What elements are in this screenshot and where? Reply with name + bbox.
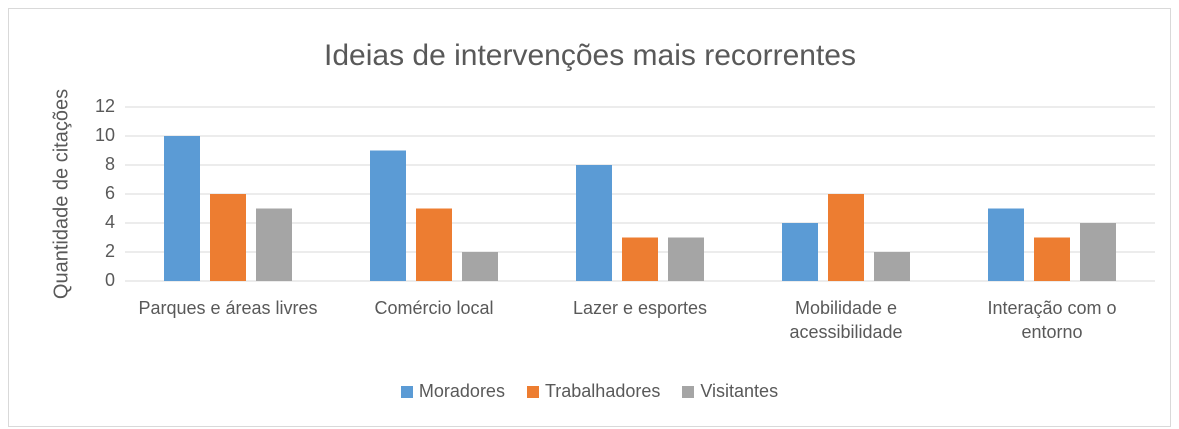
chart-title: Ideias de intervenções mais recorrentes <box>324 39 856 72</box>
bar <box>164 136 200 281</box>
bar <box>256 208 292 281</box>
y-tick-label: 8 <box>105 154 115 174</box>
legend-item: Trabalhadores <box>526 381 661 402</box>
bar <box>622 237 658 281</box>
bar <box>668 237 704 281</box>
bar <box>416 208 452 281</box>
bar <box>576 165 612 281</box>
bar <box>874 252 910 281</box>
bar <box>370 150 406 281</box>
legend-swatch <box>400 385 413 398</box>
y-tick-label: 12 <box>95 96 115 116</box>
legend-item: Visitantes <box>682 381 778 402</box>
bar <box>1034 237 1070 281</box>
bar <box>988 208 1024 281</box>
y-tick-label: 10 <box>95 125 115 145</box>
x-tick-label: Lazer e esportes <box>572 298 708 318</box>
x-tick-label: Comércio local <box>374 298 494 318</box>
legend-swatch <box>526 385 539 398</box>
legend-label: Moradores <box>418 381 505 401</box>
y-tick-label: 6 <box>105 183 115 203</box>
bar <box>782 223 818 281</box>
x-tick-label: Mobilidade e acessibilidade <box>789 298 903 342</box>
x-tick-label: Interação com o entorno <box>987 298 1117 342</box>
legend-swatch <box>682 385 695 398</box>
y-axis-label: Quantidade de citações <box>50 89 72 299</box>
legend-item: Moradores <box>400 381 505 402</box>
bar <box>210 194 246 281</box>
bar <box>462 252 498 281</box>
legend-label: Trabalhadores <box>544 381 661 401</box>
y-tick-label: 0 <box>105 270 115 290</box>
x-tick-label: Parques e áreas livres <box>138 298 318 318</box>
legend: Moradores Trabalhadores Visitantes <box>0 381 1179 402</box>
bar <box>1080 223 1116 281</box>
bar <box>828 194 864 281</box>
chart-border <box>8 8 1171 427</box>
y-tick-label: 4 <box>105 212 115 232</box>
y-tick-label: 2 <box>105 241 115 261</box>
legend-label: Visitantes <box>700 381 779 401</box>
